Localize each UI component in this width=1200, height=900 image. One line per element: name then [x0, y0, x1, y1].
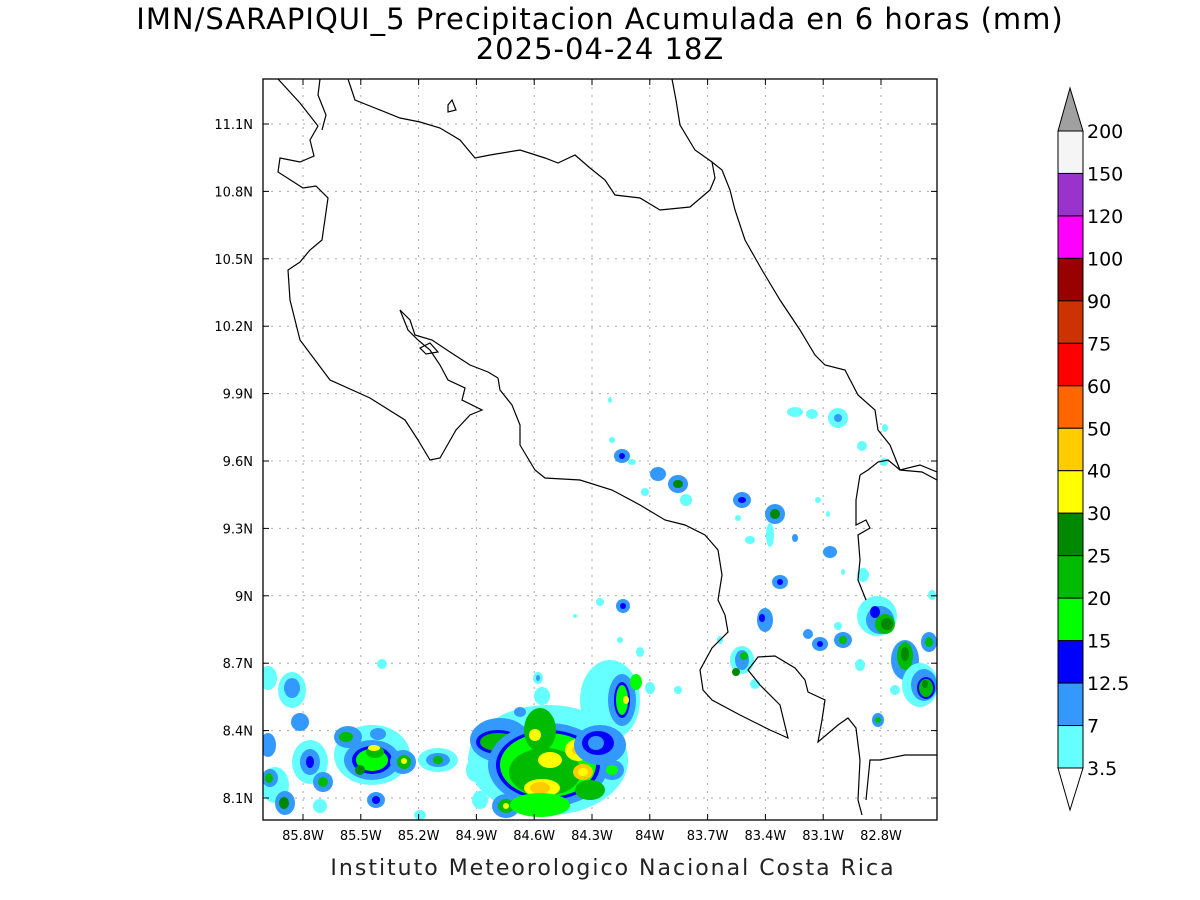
footer-credit: Instituto Meteorologico Nacional Costa R…: [330, 856, 896, 881]
colorbar-level-label: 60: [1087, 376, 1111, 398]
lat-tick-label: 9.6N: [223, 455, 253, 470]
lat-tick-label: 10.5N: [214, 253, 253, 268]
colorbar-over-triangle: [1057, 86, 1084, 132]
colorbar-bin: [1057, 682, 1084, 727]
colorbar-level-label: 25: [1087, 546, 1111, 568]
colorbar-level-label: 90: [1087, 291, 1111, 313]
coastline-borders: [277, 79, 937, 816]
lon-tick-label: 82.8W: [860, 829, 902, 844]
colorbar-level-label: 20: [1087, 588, 1111, 610]
colorbar-bin: [1057, 385, 1084, 429]
colorbar-level-label: 15: [1087, 631, 1111, 653]
colorbar-level-label: 7: [1087, 716, 1099, 738]
lat-tick-label: 10.2N: [214, 320, 253, 335]
map-frame: [262, 78, 938, 821]
map-gridlines: [263, 79, 937, 820]
lon-tick-label: 85.5W: [340, 829, 382, 844]
lat-tick-label: 8.7N: [223, 657, 253, 672]
colorbar-bin: [1057, 257, 1084, 302]
lat-tick-label: 8.4N: [223, 725, 253, 740]
colorbar-bin: [1057, 725, 1084, 769]
lon-tick-label: 83.7W: [687, 829, 729, 844]
map-title: IMN/SARAPIQUI_5 Precipitacion Acumulada …: [136, 2, 1064, 36]
colorbar-level-label: 40: [1087, 461, 1111, 483]
colorbar-bin: [1057, 597, 1084, 642]
colorbar-level-label: 12.5: [1087, 673, 1129, 695]
lat-tick-label: 9.3N: [223, 522, 253, 537]
colorbar-level-label: 75: [1087, 333, 1111, 355]
precipitation-field: [263, 397, 937, 820]
lon-tick-label: 83.1W: [802, 829, 844, 844]
lat-tick-label: 9.9N: [223, 388, 253, 403]
colorbar-level-label: 150: [1087, 163, 1123, 185]
lon-tick-label: 84.9W: [455, 829, 497, 844]
colorbar-bin: [1057, 130, 1084, 174]
colorbar-legend: 200 150 120 100 90 75 60 50 40 30 25 20 15 12.5 7 3.5: [1057, 86, 1129, 812]
lat-tick-label: 9N: [235, 590, 253, 605]
colorbar-bin: [1057, 342, 1084, 387]
colorbar-level-label: 200: [1087, 121, 1123, 143]
colorbar-bin: [1057, 427, 1084, 472]
lon-tick-label: 85.8W: [282, 829, 324, 844]
colorbar-bin: [1057, 215, 1084, 259]
lon-tick-label: 84.3W: [571, 829, 613, 844]
lat-tick-label: 10.8N: [214, 185, 253, 200]
longitude-labels: 85.8W 85.5W 85.2W 84.9W 84.6W 84.3W 84W 83.7W 83…: [282, 829, 902, 844]
colorbar-bin: [1057, 640, 1084, 684]
colorbar-level-label: 3.5: [1087, 758, 1117, 780]
lon-tick-label: 84W: [635, 829, 665, 844]
colorbar-level-label: 30: [1087, 503, 1111, 525]
colorbar-bin: [1057, 555, 1084, 599]
lat-tick-label: 8.1N: [223, 792, 253, 807]
lon-tick-label: 85.2W: [398, 829, 440, 844]
colorbar-bin: [1057, 512, 1084, 557]
colorbar-level-label: 120: [1087, 206, 1123, 228]
colorbar-bin: [1057, 300, 1084, 344]
lon-tick-label: 83.4W: [744, 829, 786, 844]
colorbar-bin: [1057, 470, 1084, 514]
colorbar-bin: [1057, 172, 1084, 217]
lon-tick-label: 84.6W: [513, 829, 555, 844]
latitude-labels: 11.1N 10.8N 10.5N 10.2N 9.9N 9.6N 9.3N 9N 8.7N 8.…: [214, 118, 253, 807]
colorbar-level-label: 50: [1087, 418, 1111, 440]
axis-ticks: [263, 79, 937, 820]
lat-tick-label: 11.1N: [214, 118, 253, 133]
colorbar-under-triangle: [1057, 767, 1084, 812]
colorbar-level-label: 100: [1087, 248, 1123, 270]
map-subtitle-date: 2025-04-24 18Z: [475, 32, 725, 66]
